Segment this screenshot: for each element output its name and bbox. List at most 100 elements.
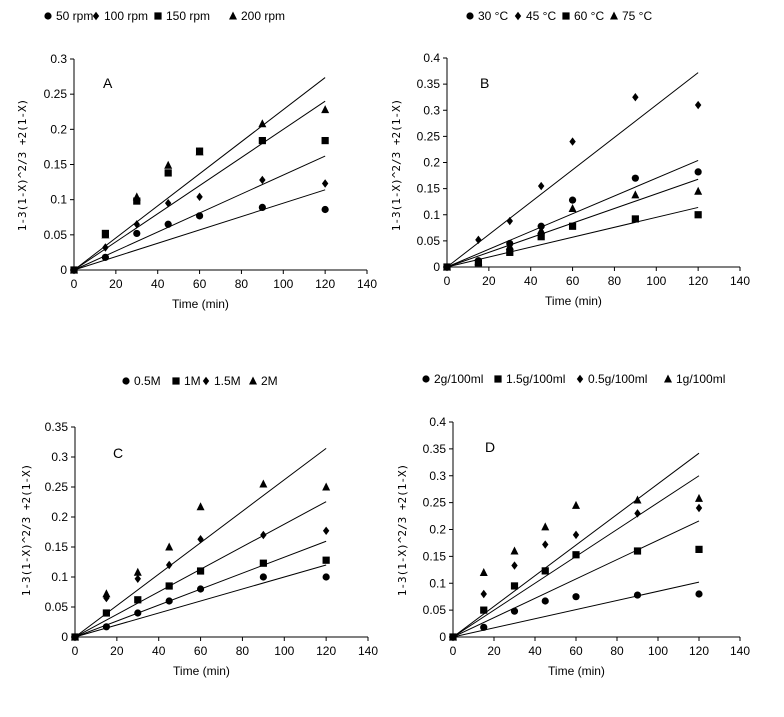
panel-d-x-tick-label: 60 <box>569 644 583 658</box>
panel-d-point <box>479 568 488 576</box>
panel-d-point <box>510 582 519 590</box>
panel-d-legend-marker <box>576 374 584 384</box>
panel-b-fit-line-2 <box>446 72 699 268</box>
panel-d-point <box>480 623 488 631</box>
panel-b-point <box>506 248 514 256</box>
panel-d-y-tick-label: 0.1 <box>429 576 446 590</box>
panel-d-point <box>633 547 642 555</box>
panel-d-x-tick-label: 100 <box>648 644 668 658</box>
panel-a-legend-marker <box>229 11 237 20</box>
panel-c-point <box>165 582 173 590</box>
panel-b-point <box>568 203 577 212</box>
panel-d-x-axis-label: Time (min) <box>548 664 605 678</box>
panel-b-point <box>537 181 545 191</box>
panel-a-legend-marker <box>154 12 162 20</box>
panel-b-x-tick-label: 120 <box>688 274 708 288</box>
panel-a-point <box>258 119 267 128</box>
panel-d-point <box>695 545 703 553</box>
panel-b-y-tick-label: 0.2 <box>423 156 440 170</box>
panel-b-point <box>568 222 577 230</box>
panel-c-point <box>259 573 267 581</box>
panel-c-point <box>71 632 79 641</box>
panel-a-point <box>321 105 330 114</box>
panel-d-point <box>510 546 519 555</box>
panel-a-x-tick-label: 100 <box>273 277 293 291</box>
panel-b-legend-marker <box>610 11 618 20</box>
panel-a-point <box>164 198 172 208</box>
panel-c-legend-marker <box>172 377 180 385</box>
panel-b-point <box>631 174 639 182</box>
panel-b-point <box>537 233 545 241</box>
panel-c-point <box>102 623 110 631</box>
panel-a-point <box>70 265 78 274</box>
panel-b-y-tick-label: 0.05 <box>417 234 441 248</box>
panel-c-legend-marker <box>249 376 257 385</box>
panel-c-legend-marker <box>202 376 210 386</box>
panel-c-point <box>196 567 205 575</box>
panel-a-x-tick-label: 120 <box>315 277 335 291</box>
panel-c-legend-label: 2M <box>261 374 278 388</box>
panel-a-point <box>195 147 204 156</box>
panel-a-y-tick-label: 0.15 <box>44 158 68 172</box>
panel-d-y-tick-label: 0.05 <box>423 603 447 617</box>
panel-a-y-tick-label: 0.1 <box>50 193 67 207</box>
panel-c-x-tick-label: 20 <box>110 644 124 658</box>
panel-d-fit-line-4 <box>452 452 700 638</box>
panel-c-x-tick-label: 40 <box>152 644 166 658</box>
panel-a-point <box>321 179 329 188</box>
panel-b-y-tick-label: 0.15 <box>417 182 441 196</box>
panel-c-letter: C <box>113 445 123 461</box>
panel-d-y-tick-label: 0.15 <box>423 549 447 563</box>
panel-a-point <box>164 160 173 169</box>
panel-b-fit-line-4 <box>446 159 699 268</box>
panel-c-x-tick-label: 0 <box>72 644 79 658</box>
panel-a-x-tick-label: 80 <box>235 277 249 291</box>
panel-b-legend-marker <box>466 12 474 20</box>
panel-c-y-tick-label: 0.15 <box>45 540 69 554</box>
panel-c-y-tick-label: 0.1 <box>51 570 68 584</box>
panel-c-legend-label: 0.5M <box>134 374 161 388</box>
panel-b-x-axis-label: Time (min) <box>545 294 602 308</box>
panel-c-point <box>102 589 111 598</box>
panel-a-point <box>195 212 204 220</box>
panel-b-fit-line-3 <box>446 206 699 268</box>
panel-a-x-tick-label: 40 <box>151 277 165 291</box>
panel-d-letter: D <box>485 439 495 455</box>
panel-b-legend-marker <box>514 11 522 21</box>
panel-b-x-tick-label: 60 <box>566 274 580 288</box>
panel-a-y-tick-label: 0.05 <box>44 228 68 242</box>
panel-c-x-tick-label: 80 <box>236 644 250 658</box>
panel-c-point <box>165 560 173 570</box>
panel-a-legend-label: 100 rpm <box>104 9 148 23</box>
panel-b-point <box>631 190 640 199</box>
panel-d-point <box>633 495 642 504</box>
panel-a-x-tick-label: 60 <box>193 277 207 291</box>
panel-d-x-tick-label: 140 <box>730 644 750 658</box>
panel-a-point <box>102 243 109 252</box>
panel-c-x-tick-label: 100 <box>274 644 294 658</box>
panel-c-point <box>196 585 205 593</box>
panel-c-legend-label: 1.5M <box>214 374 241 388</box>
panel-d-y-tick-label: 0.35 <box>423 442 447 456</box>
panel-a-fit-line-4 <box>73 77 326 271</box>
panel-d-point <box>634 509 641 518</box>
panel-a-y-tick-label: 0 <box>60 263 67 277</box>
panel-c-point <box>165 597 173 605</box>
panel-b-point <box>505 241 514 250</box>
panel-b-legend-label: 45 °C <box>526 9 556 23</box>
panel-d-point <box>449 632 457 641</box>
panel-d-y-axis-label: 1-3(1-X)^2/3 +2(1-X) <box>396 464 409 596</box>
panel-d-x-tick-label: 40 <box>528 644 542 658</box>
panel-d-point <box>572 593 580 601</box>
panel-c-point <box>322 573 330 581</box>
panel-c-y-tick-label: 0.05 <box>45 600 69 614</box>
panel-a-point <box>321 136 329 145</box>
panel-d-legend-label: 1g/100ml <box>676 372 725 386</box>
panel-d-y-tick-label: 0 <box>439 630 446 644</box>
panel-b-point <box>632 92 639 102</box>
panel-a-point <box>258 203 266 212</box>
panel-b-y-tick-label: 0.1 <box>423 208 440 222</box>
panel-d-x-tick-label: 120 <box>689 644 709 658</box>
panel-d-legend-label: 0.5g/100ml <box>588 372 647 386</box>
